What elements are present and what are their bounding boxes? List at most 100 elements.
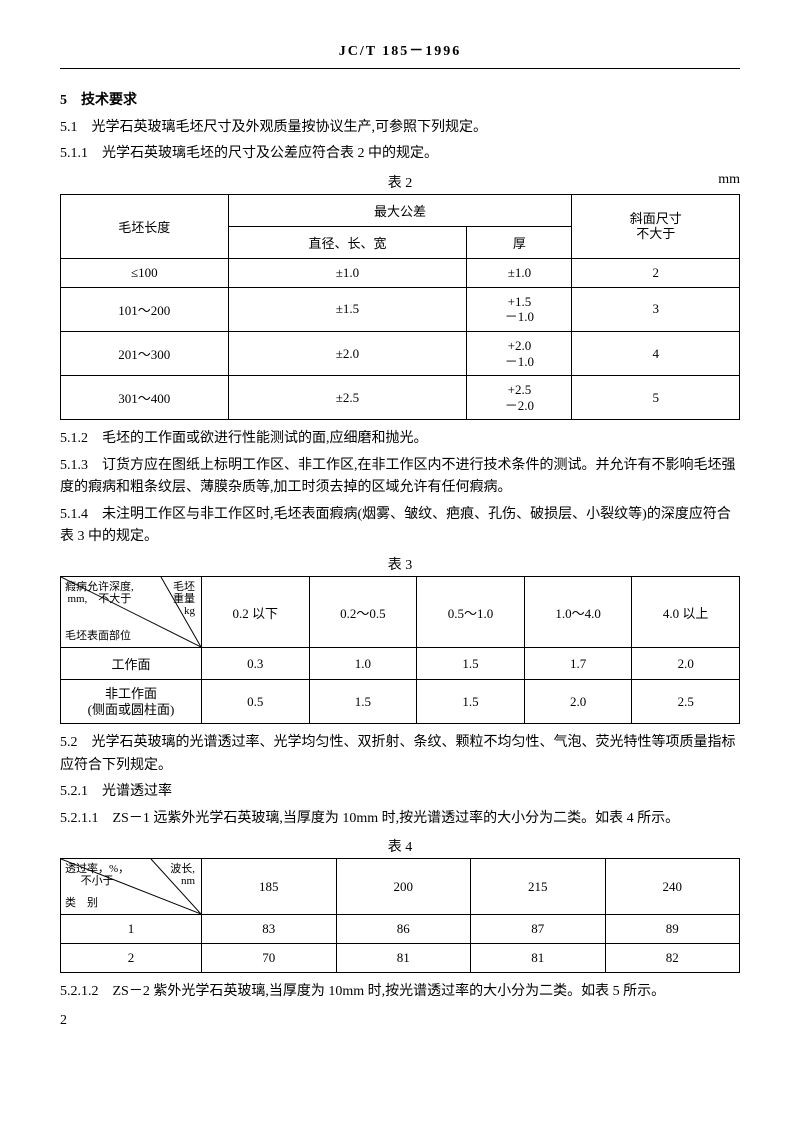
t2-r1-c1: 101～200 — [61, 287, 229, 331]
para-5-1-3: 5.1.3 订货方应在图纸上标明工作区、非工作区,在非工作区内不进行技术条件的测… — [60, 455, 740, 500]
section-5-title: 5 技术要求 — [60, 89, 740, 109]
t3-col-1: 0.2～0.5 — [309, 577, 417, 648]
t2-r2-c3: +2.0－1.0 — [467, 331, 572, 375]
t3-diag-header: 瘕病允许深度, mm, 不大于 毛坯 重量 kg 毛坯表面部位 — [61, 577, 202, 648]
t2-r0-c4: 2 — [572, 258, 740, 287]
t3-r1-v2: 1.5 — [417, 680, 525, 724]
t4-diag-l1: 透过率，%， — [65, 863, 129, 875]
page-number: 2 — [60, 1013, 740, 1029]
t4-col-1: 200 — [336, 859, 471, 915]
table-3: 瘕病允许深度, mm, 不大于 毛坯 重量 kg 毛坯表面部位 0.2 以下 0… — [60, 576, 740, 724]
table-row: 301～400 ±2.5 +2.5－2.0 5 — [61, 376, 740, 420]
t4-r0-v2: 87 — [471, 915, 606, 944]
table-row: ≤100 ±1.0 ±1.0 2 — [61, 258, 740, 287]
t3-r1-l2: (侧面或圆柱面) — [65, 702, 197, 718]
table-row: 101～200 ±1.5 +1.5－1.0 3 — [61, 287, 740, 331]
para-5-1: 5.1 光学石英玻璃毛坯尺寸及外观质量按协议生产,可参照下列规定。 — [60, 117, 740, 139]
para-5-1-1: 5.1.1 光学石英玻璃毛坯的尺寸及公差应符合表 2 中的规定。 — [60, 143, 740, 165]
t4-r1-v3: 82 — [605, 944, 740, 973]
table3-caption: 表 3 — [60, 554, 740, 574]
para-5-2: 5.2 光学石英玻璃的光谱透过率、光学均匀性、双折射、条纹、颗粒不均匀性、气泡、… — [60, 732, 740, 777]
t2-r2-c3a: +2.0 — [471, 338, 567, 354]
t3-col-3: 1.0～4.0 — [524, 577, 632, 648]
t2-r3-c4: 5 — [572, 376, 740, 420]
t2-r1-c2: ±1.5 — [228, 287, 467, 331]
t2-r1-c3b: －1.0 — [471, 309, 567, 325]
t3-col-4: 4.0 以上 — [632, 577, 740, 648]
t3-r1-v0: 0.5 — [202, 680, 310, 724]
para-5-2-1: 5.2.1 光谱透过率 — [60, 781, 740, 803]
t4-r1-label: 2 — [61, 944, 202, 973]
t2-r0-c3: ±1.0 — [467, 258, 572, 287]
para-5-2-1-1: 5.2.1.1 ZS－1 远紫外光学石英玻璃,当厚度为 10mm 时,按光谱透过… — [60, 808, 740, 830]
t2-r3-c3a: +2.5 — [471, 382, 567, 398]
t2-h1: 毛坯长度 — [61, 194, 229, 258]
t3-diag-r3: kg — [173, 605, 195, 617]
para-5-2-1-2: 5.2.1.2 ZS－2 紫外光学石英玻璃,当厚度为 10mm 时,按光谱透过率… — [60, 981, 740, 1003]
t3-diag-l2: mm, 不大于 — [65, 593, 134, 605]
t2-r3-c3: +2.5－2.0 — [467, 376, 572, 420]
t4-col-2: 215 — [471, 859, 606, 915]
table-row: 1 83 86 87 89 — [61, 915, 740, 944]
t3-r1-v1: 1.5 — [309, 680, 417, 724]
t4-r1-v0: 70 — [202, 944, 337, 973]
t4-r1-v2: 81 — [471, 944, 606, 973]
t2-h3b: 不大于 — [576, 226, 735, 242]
table2-unit: mm — [718, 172, 740, 188]
t3-r0-v4: 2.0 — [632, 648, 740, 680]
t3-r0-v1: 1.0 — [309, 648, 417, 680]
t3-r0-v2: 1.5 — [417, 648, 525, 680]
t2-r3-c1: 301～400 — [61, 376, 229, 420]
para-5-1-2: 5.1.2 毛坯的工作面或欲进行性能测试的面,应细磨和抛光。 — [60, 428, 740, 450]
t4-r0-v0: 83 — [202, 915, 337, 944]
table4-caption: 表 4 — [60, 836, 740, 856]
t3-r1-v3: 2.0 — [524, 680, 632, 724]
table-row: 201～300 ±2.0 +2.0－1.0 4 — [61, 331, 740, 375]
t3-col-0: 0.2 以下 — [202, 577, 310, 648]
table-2: 毛坯长度 最大公差 斜面尺寸 不大于 直径、长、宽 厚 ≤100 ±1.0 ±1… — [60, 194, 740, 421]
t3-diag-l1: 瘕病允许深度, — [65, 581, 134, 593]
t2-r2-c4: 4 — [572, 331, 740, 375]
t4-diag-b: 类 别 — [65, 894, 98, 910]
t4-col-0: 185 — [202, 859, 337, 915]
t4-col-3: 240 — [605, 859, 740, 915]
table2-caption: 表 2 mm — [60, 172, 740, 192]
t3-r0-v0: 0.3 — [202, 648, 310, 680]
t2-r3-c3b: －2.0 — [471, 398, 567, 414]
t2-h3: 斜面尺寸 不大于 — [572, 194, 740, 258]
t4-diag-r: 波长, nm — [170, 863, 195, 887]
t2-r3-c2: ±2.5 — [228, 376, 467, 420]
t3-diag-r1: 毛坯 — [173, 581, 195, 593]
t4-r0-label: 1 — [61, 915, 202, 944]
t3-r1-l1: 非工作面 — [65, 686, 197, 702]
t2-r0-c2: ±1.0 — [228, 258, 467, 287]
t2-h2: 最大公差 — [228, 194, 572, 226]
t2-r2-c3b: －1.0 — [471, 354, 567, 370]
t3-r1-label: 非工作面(侧面或圆柱面) — [61, 680, 202, 724]
t2-r1-c3: +1.5－1.0 — [467, 287, 572, 331]
doc-header: JC/T 185－1996 — [60, 40, 740, 60]
para-5-1-4: 5.1.4 未注明工作区与非工作区时,毛坯表面瘕病(烟雾、皱纹、疤痕、孔伤、破损… — [60, 504, 740, 549]
t2-r2-c2: ±2.0 — [228, 331, 467, 375]
table-row: 非工作面(侧面或圆柱面) 0.5 1.5 1.5 2.0 2.5 — [61, 680, 740, 724]
t3-r1-v4: 2.5 — [632, 680, 740, 724]
t2-h3a: 斜面尺寸 — [576, 211, 735, 227]
table-4: 透过率，%， 不小于 波长, nm 类 别 185 200 215 240 1 … — [60, 858, 740, 973]
t3-diag-b: 毛坯表面部位 — [65, 627, 131, 643]
t2-r0-c1: ≤100 — [61, 258, 229, 287]
t4-r0-v1: 86 — [336, 915, 471, 944]
t3-r0-label: 工作面 — [61, 648, 202, 680]
t3-r0-v3: 1.7 — [524, 648, 632, 680]
table2-caption-text: 表 2 — [388, 176, 413, 191]
t2-r1-c4: 3 — [572, 287, 740, 331]
t2-r1-c3a: +1.5 — [471, 294, 567, 310]
t2-r2-c1: 201～300 — [61, 331, 229, 375]
t2-h2b: 厚 — [467, 226, 572, 258]
header-rule — [60, 68, 740, 69]
t4-diag-header: 透过率，%， 不小于 波长, nm 类 别 — [61, 859, 202, 915]
t2-h2a: 直径、长、宽 — [228, 226, 467, 258]
t4-r0-v3: 89 — [605, 915, 740, 944]
t4-r1-v1: 81 — [336, 944, 471, 973]
t4-diag-l2: 不小于 — [65, 875, 129, 887]
table-row: 工作面 0.3 1.0 1.5 1.7 2.0 — [61, 648, 740, 680]
